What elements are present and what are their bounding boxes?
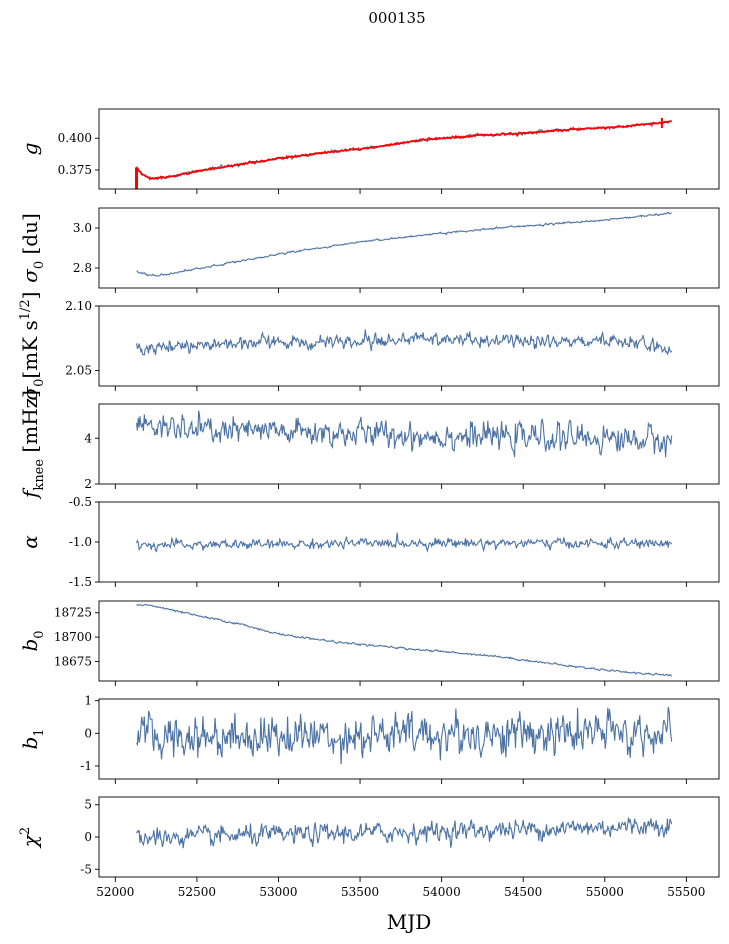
y-tick-label-alpha: -1.0 <box>69 535 92 549</box>
series-sigma0_mk-data <box>135 329 673 356</box>
x-tick-label: 53000 <box>259 885 297 899</box>
y-label-part: 1 <box>32 728 47 736</box>
series-alpha-data <box>136 532 673 553</box>
y-label-part: 1/2 <box>18 299 33 320</box>
y-label-part: knee <box>32 459 47 491</box>
x-tick-label: 52500 <box>178 885 216 899</box>
y-label-part: g <box>18 143 42 156</box>
y-label-part: 2 <box>18 827 33 835</box>
x-tick-label: 54000 <box>423 885 461 899</box>
y-tick-label-b0: 18725 <box>54 606 92 620</box>
y-axis-label-sigma0_mk: σ0[mK s1/2] <box>18 291 47 400</box>
y-label-part: χ <box>18 833 42 849</box>
panel-alpha: -1.5 -1.0 -0.5 α <box>18 495 720 589</box>
x-tick-label: 55000 <box>586 885 624 899</box>
y-axis-label-b0: b0 <box>18 630 47 651</box>
panel-chi2: -5 0 5 52000 52500 53000 53500 54000 54500 55000 5… <box>18 796 720 899</box>
y-tick-label-chi2: 0 <box>84 830 92 844</box>
x-tick-label: 52000 <box>96 885 134 899</box>
y-tick-label-b1: -1 <box>80 759 92 773</box>
y-tick-label-sigma0_mk: 2.05 <box>65 364 92 378</box>
y-label-part: 0 <box>32 261 47 269</box>
y-tick-label-fknee: 2 <box>84 477 92 491</box>
y-tick-label-sigma0: 3.0 <box>73 221 92 235</box>
y-label-part: [mHz] <box>18 390 42 459</box>
series-b0-data <box>136 603 673 677</box>
y-axis-label-chi2: χ2 <box>18 827 42 849</box>
y-tick-label-b0: 18700 <box>54 630 92 644</box>
y-axis-label-b1: b1 <box>18 728 47 749</box>
series-g-model <box>136 120 673 180</box>
axes-frame-b1 <box>98 698 720 780</box>
y-tick-label-chi2: 5 <box>84 798 92 812</box>
y-tick-label-sigma0_mk: 2.10 <box>65 299 92 313</box>
y-label-part: b <box>18 737 42 750</box>
panel-fknee: 2 4 fknee [mHz] <box>18 390 720 500</box>
y-tick-label-sigma0: 2.8 <box>73 261 92 275</box>
x-tick-label: 55500 <box>667 885 705 899</box>
y-tick-label-alpha: -1.5 <box>69 575 92 589</box>
y-tick-label-g: 0.400 <box>58 131 92 145</box>
y-tick-label-fknee: 4 <box>84 431 92 445</box>
panel-b0: 18675 18700 18725 b0 <box>18 600 720 686</box>
x-tick-label: 53500 <box>341 885 379 899</box>
y-label-part: b <box>18 639 42 652</box>
y-tick-label-g: 0.375 <box>58 163 92 177</box>
y-axis-label-sigma0: σ0 [du] <box>18 213 47 283</box>
y-tick-label-chi2: -5 <box>80 862 92 876</box>
axes-frame-g <box>98 108 720 190</box>
y-axis-label-alpha: α <box>18 535 42 549</box>
y-label-part: α <box>18 535 42 549</box>
series-fknee-data <box>135 410 673 458</box>
panel-sigma0: 2.8 3.0 σ0 [du] <box>18 207 720 293</box>
y-tick-label-b1: 0 <box>84 726 92 740</box>
y-label-part: [du] <box>18 213 42 261</box>
axes-frame-sigma0 <box>98 207 720 289</box>
panel-sigma0_mk: 2.05 2.10 σ0[mK s1/2] <box>18 291 720 401</box>
figure-title: 000135 <box>368 9 425 27</box>
y-label-part: 0 <box>32 379 47 387</box>
y-tick-label-alpha: -0.5 <box>69 495 92 509</box>
series-chi2-data <box>136 817 673 849</box>
y-tick-label-b0: 18675 <box>54 654 92 668</box>
y-axis-label-fknee: fknee [mHz] <box>18 390 47 500</box>
panel-g: 0.375 0.400 g <box>18 108 720 194</box>
y-label-part: [mK s <box>18 320 42 378</box>
y-label-part: ] <box>18 291 42 299</box>
y-label-part: 0 <box>32 630 47 638</box>
x-axis-label: MJD <box>387 910 432 934</box>
series-sigma0-data <box>136 211 672 277</box>
x-tick-label: 54500 <box>504 885 542 899</box>
axes-frame-b0 <box>98 600 720 682</box>
y-label-part: σ <box>18 386 42 401</box>
series-g-data <box>136 120 672 182</box>
y-tick-label-b1: 1 <box>84 694 92 708</box>
y-axis-label-g: g <box>18 143 42 156</box>
series-b1-data <box>136 706 673 765</box>
y-label-part: σ <box>18 268 42 283</box>
axes-frame-sigma0_mk <box>98 305 720 387</box>
axes-frame-fknee <box>98 403 720 485</box>
